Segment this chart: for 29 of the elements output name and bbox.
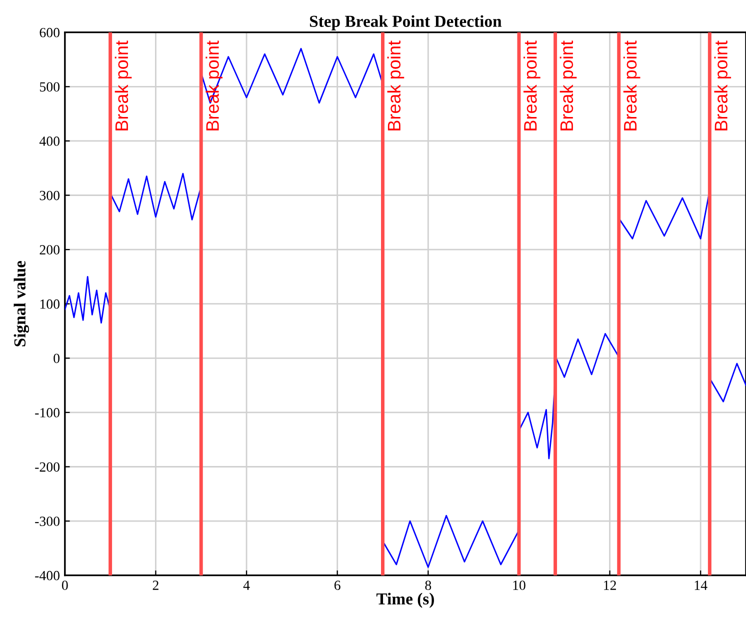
ref-line-label: Break point: [206, 40, 222, 130]
x-tick-label: 14: [694, 580, 708, 590]
y-tick-label: -200: [35, 462, 60, 472]
y-tick-label: 200: [40, 245, 60, 254]
x-tick-label: 8: [425, 580, 432, 590]
ref-line-label: Break point: [714, 40, 732, 130]
y-tick-label: 300: [40, 190, 60, 200]
x-tick-label: 10: [513, 580, 526, 590]
x-tick-label: 2: [152, 580, 158, 590]
y-tick-label: 600: [40, 28, 60, 38]
y-tick-label: 500: [40, 82, 60, 92]
y-tick-label: 100: [40, 299, 60, 309]
x-axis-title: Time (s): [376, 592, 434, 608]
y-tick-label: -400: [35, 570, 60, 580]
y-tick-label: 400: [39, 136, 60, 146]
x-tick-label: 4: [243, 580, 250, 590]
x-tick-label: 0: [62, 580, 68, 590]
x-tick-label: 12: [604, 580, 616, 590]
ref-line-label: Break point: [114, 40, 132, 130]
ref-line-label: Break point: [560, 40, 577, 130]
y-tick-label: -100: [35, 408, 60, 418]
y-tick-label: -300: [35, 516, 60, 526]
x-tick-label: 6: [334, 580, 340, 590]
ref-line-label: Break point: [524, 40, 540, 130]
ref-line-label: Break point: [387, 40, 404, 130]
y-axis-title: Signal value: [14, 260, 30, 346]
ref-line-label: Break point: [623, 40, 640, 130]
y-tick-label: 0: [54, 354, 60, 364]
chart-title: Step Break Point Detection: [310, 15, 502, 30]
